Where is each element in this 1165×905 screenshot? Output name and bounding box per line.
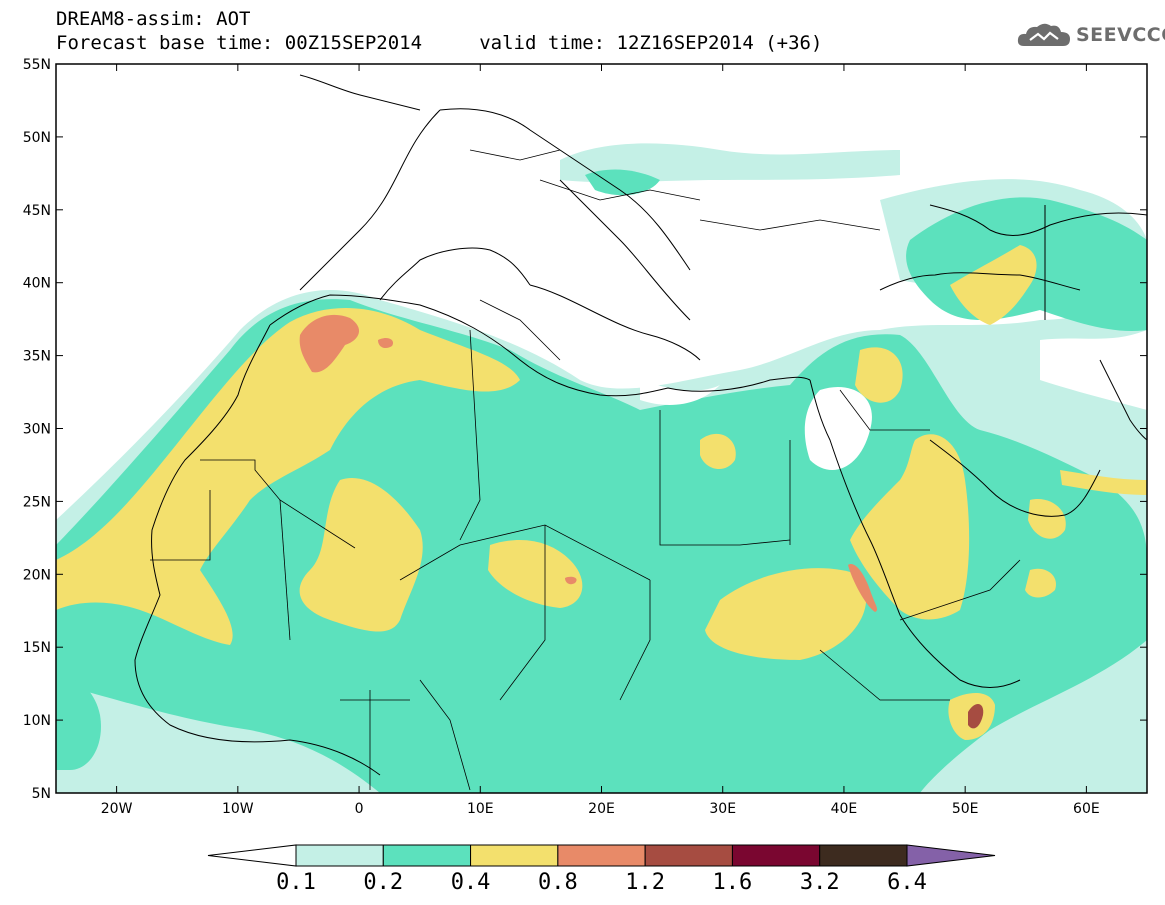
longitude-axis: 20W 10W 0 10E 20E 30E 40E 50E 60E <box>101 64 1100 817</box>
colorbar-level-label: 6.4 <box>887 870 927 895</box>
aot-band-0.4-0.8 <box>56 245 1147 740</box>
map-subtitle-times: Forecast base time: 00Z15SEP2014 valid t… <box>56 32 823 54</box>
latitude-axis: 55N 50N 45N 40N 35N 30N 25N 20N 15N 10N 5N <box>23 57 1147 802</box>
colorbar-level-label: 1.2 <box>625 870 666 895</box>
lon-label: 30E <box>709 801 736 817</box>
colorbar-level-label: 3.2 <box>799 870 840 895</box>
lon-label: 0 <box>355 801 364 817</box>
colorbar-overflow <box>906 844 996 867</box>
colorbar-box <box>644 844 733 867</box>
aot-low-gaps <box>640 330 1147 470</box>
logo-text: SEEVCCC <box>1076 24 1165 46</box>
colorbar-box <box>382 844 472 867</box>
colorbar-box <box>295 844 384 867</box>
seevccc-logo: SEEVCCC <box>1016 20 1165 50</box>
lon-label: 10E <box>467 801 494 817</box>
lon-label: 50E <box>952 801 979 817</box>
lon-label: 20E <box>588 801 615 817</box>
lat-label: 50N <box>23 130 51 146</box>
aot-band-1.2-1.6 <box>968 704 984 729</box>
lat-label: 10N <box>23 713 51 729</box>
colorbar-box <box>731 844 821 867</box>
cloud-logo-icon <box>1017 23 1070 46</box>
lat-label: 35N <box>23 349 51 365</box>
country-borders <box>150 149 1021 791</box>
aot-band-0.8-1.2 <box>299 314 878 612</box>
colorbar-box <box>557 844 646 867</box>
lon-label: 40E <box>831 801 858 817</box>
lat-label: 15N <box>23 640 51 656</box>
colorbar-box <box>819 844 908 867</box>
lat-label: 45N <box>23 203 51 219</box>
lon-label: 20W <box>101 801 133 817</box>
lat-label: 55N <box>23 57 51 73</box>
colorbar-level-label: 0.2 <box>363 870 404 895</box>
lat-label: 40N <box>23 276 51 292</box>
colorbar-box <box>470 844 559 867</box>
colorbar-level-label: 1.6 <box>712 870 753 895</box>
colorbar <box>207 844 996 867</box>
coastlines-and-borders <box>134 74 1147 776</box>
colorbar-level-label: 0.4 <box>450 870 491 895</box>
lat-label: 30N <box>23 422 51 438</box>
lat-label: 20N <box>23 567 51 583</box>
lon-label: 60E <box>1073 801 1100 817</box>
lat-label: 5N <box>32 786 51 802</box>
colorbar-underflow <box>207 844 297 867</box>
colorbar-level-label: 0.1 <box>276 870 316 895</box>
lon-label: 10W <box>222 801 254 817</box>
lat-label: 25N <box>23 494 51 510</box>
map-title: DREAM8-assim: AOT <box>56 8 251 30</box>
colorbar-level-label: 0.8 <box>537 870 578 895</box>
